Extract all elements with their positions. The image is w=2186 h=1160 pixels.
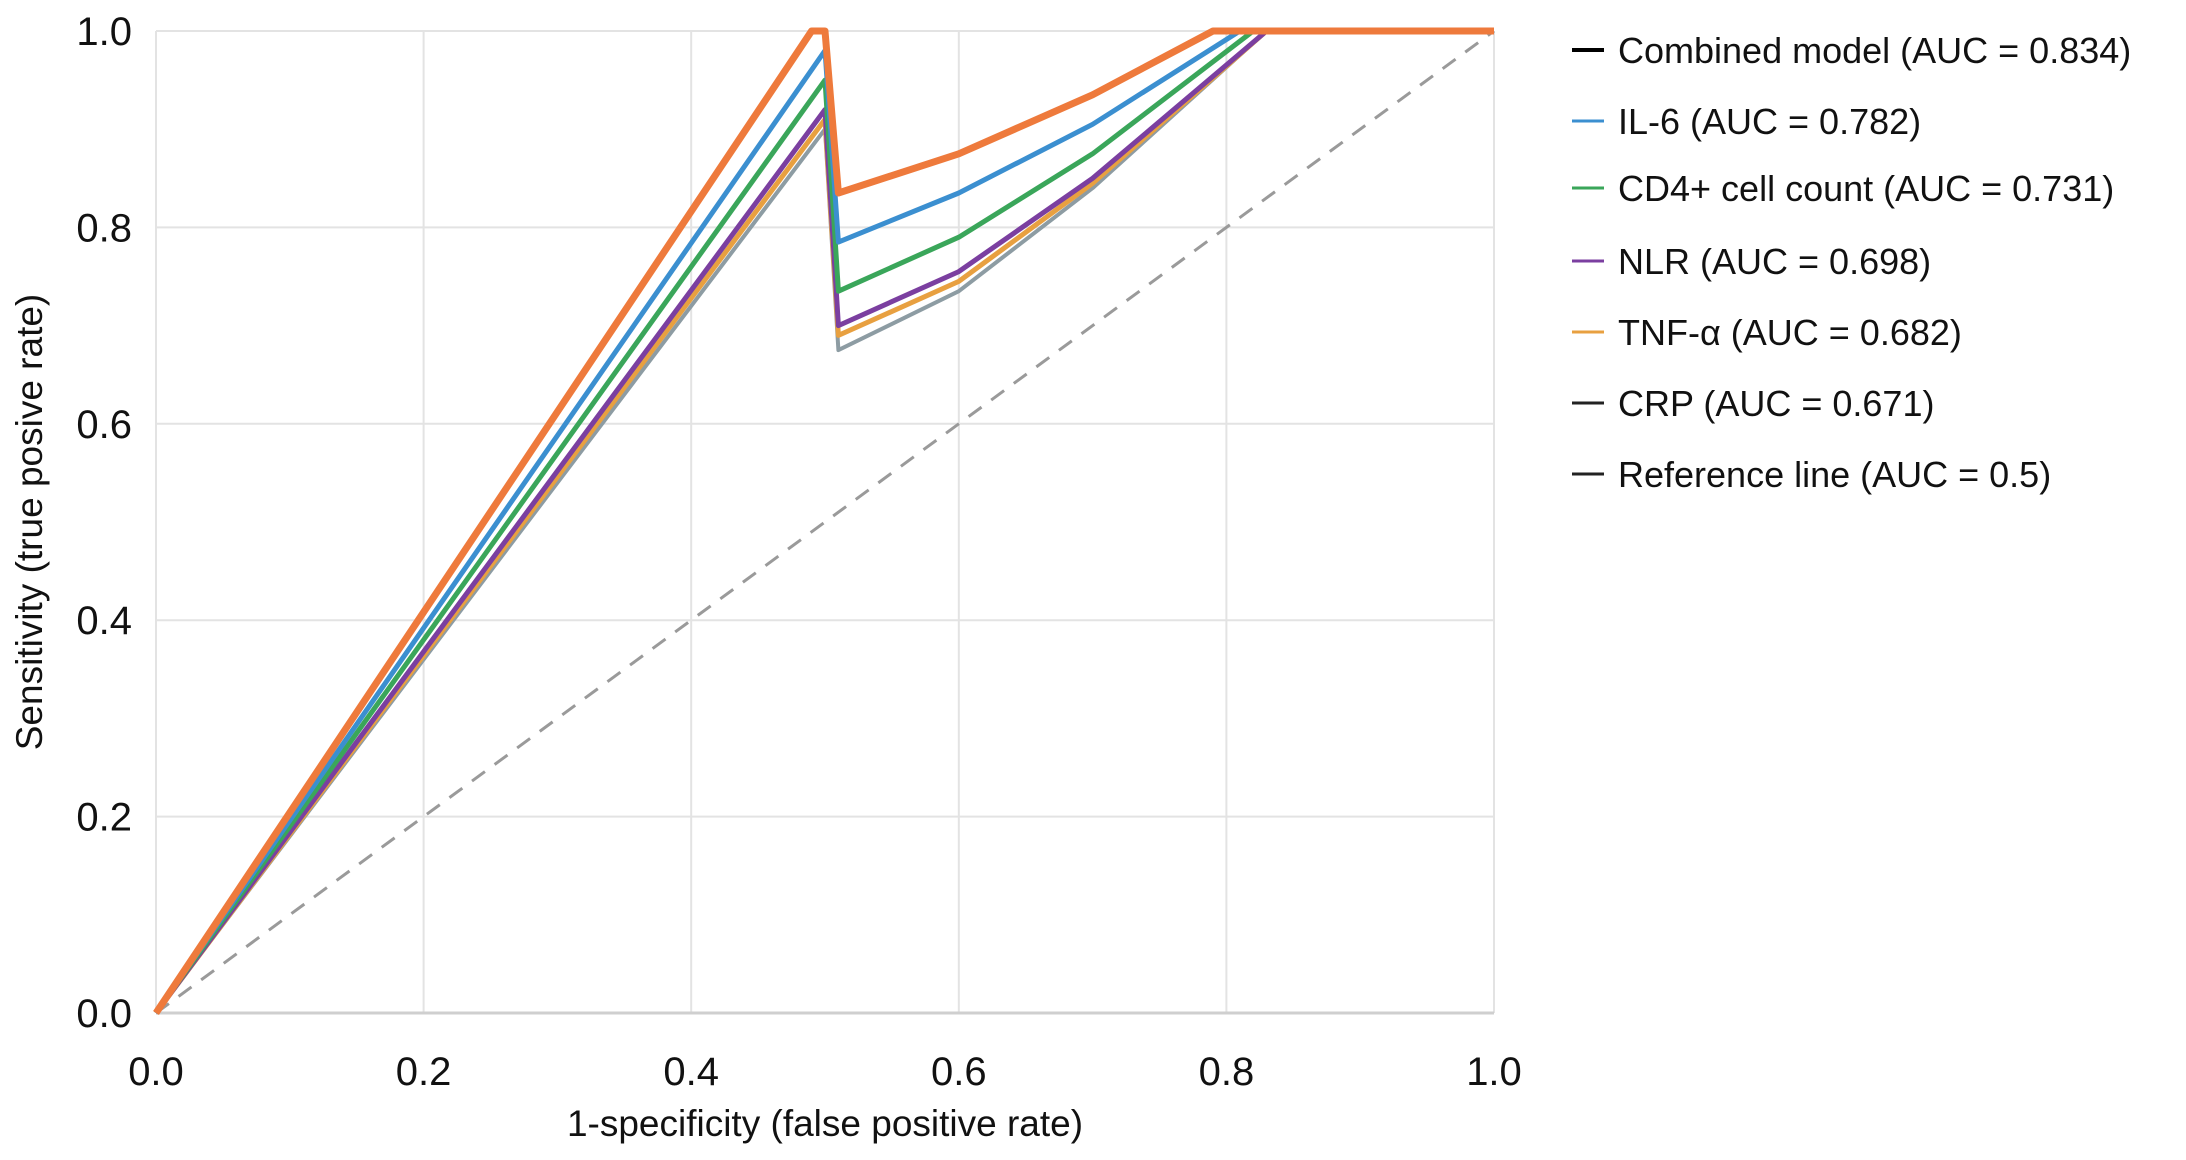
y-tick-label: 0.6 bbox=[76, 403, 132, 447]
series-group bbox=[153, 27, 1495, 1015]
y-tick-label: 0.0 bbox=[76, 992, 132, 1036]
grid bbox=[155, 30, 1495, 1015]
tick-labels: 0.0 0.2 0.4 0.6 0.8 1.0 0.0 0.2 0.4 0.6 0.8 1.0 bbox=[76, 10, 1521, 1094]
legend: Combined model (AUC = 0.834) IL-6 (AUC = … bbox=[1572, 30, 2131, 495]
series-line bbox=[153, 27, 1494, 1015]
y-tick-label: 1.0 bbox=[76, 10, 132, 54]
legend-entry: CRP (AUC = 0.671) bbox=[1618, 383, 1934, 424]
legend-entry: NLR (AUC = 0.698) bbox=[1618, 241, 1931, 282]
legend-entry: Combined model (AUC = 0.834) bbox=[1618, 30, 2131, 71]
x-tick-label: 1.0 bbox=[1466, 1050, 1522, 1094]
legend-entry: IL-6 (AUC = 0.782) bbox=[1618, 101, 1921, 142]
y-tick-label: 0.2 bbox=[76, 796, 132, 840]
legend-entry: CD4+ cell count (AUC = 0.731) bbox=[1618, 168, 2114, 209]
x-axis-label: 1-specificity (false positive rate) bbox=[567, 1103, 1083, 1144]
series-line bbox=[155, 29, 1495, 1015]
legend-entry: TNF-α (AUC = 0.682) bbox=[1618, 312, 1962, 353]
y-axis-label: Sensitivity (true posive rate) bbox=[9, 294, 50, 751]
x-tick-label: 0.8 bbox=[1199, 1050, 1255, 1094]
legend-entry: Reference line (AUC = 0.5) bbox=[1618, 454, 2051, 495]
x-tick-label: 0.0 bbox=[128, 1050, 184, 1094]
x-tick-label: 0.4 bbox=[663, 1050, 719, 1094]
x-tick-label: 0.2 bbox=[396, 1050, 452, 1094]
y-tick-label: 0.4 bbox=[76, 599, 132, 643]
y-tick-label: 0.8 bbox=[76, 206, 132, 250]
x-tick-label: 0.6 bbox=[931, 1050, 987, 1094]
